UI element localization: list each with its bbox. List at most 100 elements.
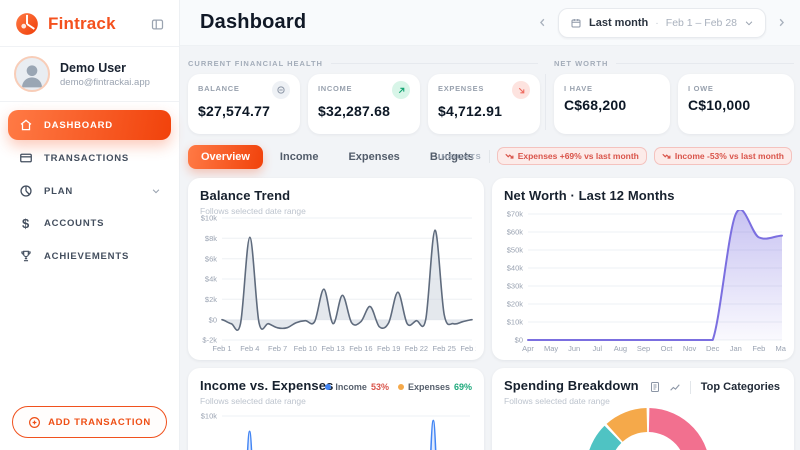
plus-circle-icon bbox=[28, 416, 41, 429]
chart-title: Net Worth · Last 12 Months bbox=[504, 188, 675, 203]
spending-toolbar: Top Categories bbox=[649, 379, 782, 395]
document-icon bbox=[649, 381, 661, 393]
svg-text:$10k: $10k bbox=[201, 214, 218, 223]
svg-text:$20k: $20k bbox=[507, 300, 524, 309]
networth-card: Net Worth · Last 12 Months $70k $60k $50k $… bbox=[492, 178, 794, 360]
user-profile[interactable]: Demo User demo@fintrackai.app bbox=[0, 47, 179, 101]
user-name: Demo User bbox=[60, 60, 126, 75]
svg-text:Feb 4: Feb 4 bbox=[240, 344, 259, 353]
legend-item-income: Income 53% bbox=[325, 382, 389, 392]
trend-up-icon bbox=[392, 81, 410, 99]
expenses-card: EXPENSES $4,712.91 bbox=[428, 74, 540, 134]
svg-text:Jan: Jan bbox=[730, 344, 742, 353]
svg-text:Apr: Apr bbox=[522, 344, 534, 353]
report-button[interactable] bbox=[649, 381, 661, 393]
sidebar-item-label: ACCOUNTS bbox=[44, 218, 105, 229]
stat-value: C$10,000 bbox=[688, 97, 751, 113]
section-label-text: NET WORTH bbox=[554, 59, 609, 68]
svg-text:Feb 13: Feb 13 bbox=[321, 344, 344, 353]
section-divider bbox=[545, 74, 546, 130]
section-label-networth: NET WORTH bbox=[554, 59, 794, 68]
sidebar: Fintrack Demo User demo@fintrackai.app bbox=[0, 0, 180, 450]
income-vs-expenses-card: Income vs. Expenses Follows selected dat… bbox=[188, 368, 484, 450]
svg-text:$70k: $70k bbox=[507, 210, 524, 219]
line-chart-icon bbox=[669, 381, 682, 394]
trend-down-icon bbox=[662, 152, 671, 161]
avatar bbox=[14, 56, 50, 92]
date-range-selector[interactable]: Last month · Feb 1 – Feb 28 bbox=[558, 7, 766, 38]
sidebar-item-label: DASHBOARD bbox=[44, 119, 113, 131]
svg-text:Jul: Jul bbox=[593, 344, 603, 353]
date-preset: Last month bbox=[589, 16, 649, 29]
svg-text:Feb 1: Feb 1 bbox=[212, 344, 231, 353]
stat-label: I OWE bbox=[688, 84, 714, 93]
trophy-icon bbox=[18, 249, 34, 263]
dollar-icon: $ bbox=[21, 216, 31, 231]
svg-text:$4k: $4k bbox=[205, 275, 217, 284]
sidebar-item-dashboard[interactable]: DASHBOARD bbox=[8, 110, 171, 140]
home-icon bbox=[18, 118, 34, 132]
prev-period-button[interactable] bbox=[534, 14, 551, 31]
chart-legend: Income 53% Expenses 69% bbox=[325, 382, 472, 392]
tab-income[interactable]: Income bbox=[267, 145, 332, 169]
svg-text:$50k: $50k bbox=[507, 246, 524, 255]
svg-text:$8k: $8k bbox=[205, 234, 217, 243]
sidebar-item-transactions[interactable]: TRANSACTIONS bbox=[8, 143, 171, 173]
stat-label: I HAVE bbox=[564, 84, 593, 93]
sidebar-item-achievements[interactable]: ACHIEVEMENTS bbox=[8, 241, 171, 271]
svg-text:Jun: Jun bbox=[568, 344, 580, 353]
svg-text:Feb 19: Feb 19 bbox=[377, 344, 400, 353]
sidebar-nav: DASHBOARD TRANSACTIONS PLAN bbox=[0, 102, 179, 396]
main-area: Dashboard Last month · Feb 1 – Feb 28 bbox=[180, 0, 800, 450]
sidebar-item-label: PLAN bbox=[44, 185, 74, 197]
balance-card: BALANCE $27,574.77 bbox=[188, 74, 300, 134]
i-have-card: I HAVE C$68,200 bbox=[554, 74, 670, 134]
svg-text:Sep: Sep bbox=[637, 344, 650, 353]
insight-text: Expenses +69% vs last month bbox=[517, 151, 639, 161]
divider bbox=[488, 149, 490, 163]
divider bbox=[0, 101, 179, 102]
svg-text:Feb 25: Feb 25 bbox=[433, 344, 456, 353]
legend-delta: 53% bbox=[370, 382, 389, 392]
sidebar-item-label: TRANSACTIONS bbox=[44, 152, 130, 164]
tab-overview[interactable]: Overview bbox=[188, 145, 263, 169]
pie-chart-icon bbox=[18, 184, 34, 198]
sidebar-collapse-button[interactable] bbox=[150, 17, 165, 32]
svg-text:$10k: $10k bbox=[201, 412, 218, 421]
panel-collapse-icon bbox=[150, 17, 165, 32]
insight-badge-expenses: Expenses +69% vs last month bbox=[496, 147, 647, 165]
sidebar-item-plan[interactable]: PLAN bbox=[8, 176, 171, 206]
tab-budgets[interactable]: Budgets bbox=[417, 145, 487, 169]
chart-title: Income vs. Expenses bbox=[200, 378, 334, 393]
svg-text:Oct: Oct bbox=[661, 344, 674, 353]
stat-value: $32,287.68 bbox=[318, 103, 391, 119]
chart-subtitle: Follows selected date range bbox=[504, 396, 610, 406]
svg-text:Feb 22: Feb 22 bbox=[405, 344, 428, 353]
chevron-down-icon bbox=[744, 18, 754, 28]
next-period-button[interactable] bbox=[773, 14, 790, 31]
sidebar-item-label: ACHIEVEMENTS bbox=[44, 250, 130, 262]
top-categories-button[interactable]: Top Categories bbox=[700, 381, 780, 393]
legend-item-expenses: Expenses 69% bbox=[397, 382, 472, 392]
legend-label: Expenses bbox=[407, 382, 450, 392]
divider bbox=[0, 46, 179, 47]
add-transaction-button[interactable]: ADD TRANSACTION bbox=[12, 406, 167, 438]
stat-value: $4,712.91 bbox=[438, 103, 503, 119]
header: Dashboard Last month · Feb 1 – Feb 28 bbox=[180, 0, 800, 46]
svg-text:$6k: $6k bbox=[205, 254, 217, 263]
calendar-icon bbox=[570, 17, 582, 29]
svg-text:Dec: Dec bbox=[706, 344, 720, 353]
sidebar-item-accounts[interactable]: $ ACCOUNTS bbox=[8, 209, 171, 238]
tab-expenses[interactable]: Expenses bbox=[335, 145, 412, 169]
section-label-health: CURRENT FINANCIAL HEALTH bbox=[188, 59, 538, 68]
fintrack-logo-icon bbox=[14, 11, 40, 37]
svg-text:Feb 7: Feb 7 bbox=[268, 344, 287, 353]
legend-dot-income bbox=[325, 384, 332, 390]
trend-view-button[interactable] bbox=[669, 381, 682, 394]
trend-down-icon bbox=[505, 152, 514, 161]
dashboard-content: CURRENT FINANCIAL HEALTH NET WORTH BALAN… bbox=[180, 46, 800, 450]
svg-text:May: May bbox=[544, 344, 558, 353]
